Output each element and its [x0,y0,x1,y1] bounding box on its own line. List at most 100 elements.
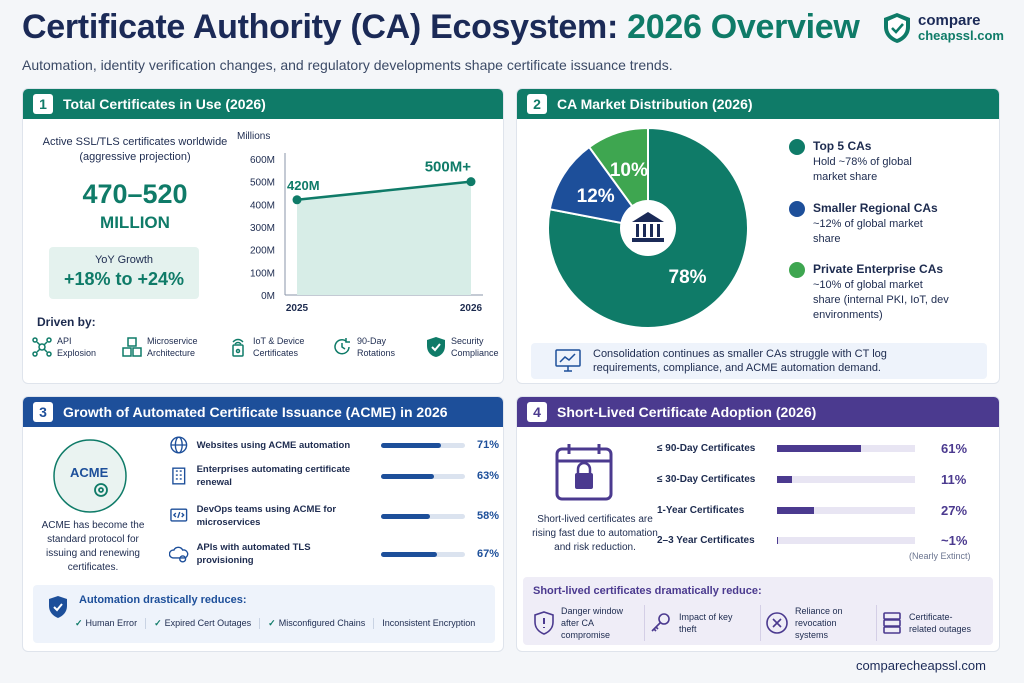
panel-market-distribution: 2 CA Market Distribution (2026) 78% 12% 10%… [516,88,1000,384]
progress-bar [380,513,465,519]
slice-label: 78% [669,267,707,288]
reduce-item: ✓ Misconfigured Chains [260,618,375,629]
reduces-list: ✓ Human Error ✓ Expired Cert Outages ✓ Misc… [67,618,483,629]
panel-acme-growth: 3 Growth of Automated Certificate Issuanc… [22,396,504,652]
progress-fill [777,507,815,514]
note-text: Consolidation continues as smaller CAs s… [593,348,887,374]
row-percent: 71% [476,439,499,451]
reduces-title: Short-lived certificates dramatically re… [533,585,762,597]
progress-fill [777,476,793,483]
yoy-label: YoY Growth [94,254,154,266]
title-main: Certificate Authority (CA) Ecosystem: [22,8,628,46]
row-label: ≤ 30-Day Certificates [657,474,756,485]
key-icon [651,613,670,632]
driven-by-label: Driven by: [37,315,96,329]
progress-bar [777,507,915,514]
bank-column [643,224,646,237]
legend-desc: ~10% of global market share (internal PK… [813,279,949,321]
driver-label: Security Compliance [451,336,499,358]
progress-fill [777,445,862,452]
panel-total-certificates: 1 Total Certificates in Use (2026) Active… [22,88,504,384]
reduce-item: Danger window after CA compromise [529,605,645,641]
reduce-item: Inconsistent Encryption [374,618,483,629]
progress-bar [380,551,465,557]
driver-item: 90-Day Rotations [331,335,405,359]
x-tick-label: 2025 [286,303,309,314]
logo-line1: compare [918,12,981,29]
check-icon: ✓ [75,618,83,628]
progress-bar [380,442,465,448]
data-point [292,195,302,205]
acme-badge-icon [53,439,127,513]
panel-number: 4 [527,402,547,422]
building-icon [172,467,186,485]
driver-item: IoT & Device Certificates [227,335,311,359]
legend-desc: Hold ~78% of global market share [813,156,912,183]
short-lived-description: Short-lived certificates are rising fast… [532,514,658,553]
panel-number: 3 [33,402,53,422]
api-icon [169,546,189,563]
progress-fill [777,537,779,544]
y-tick-label: 600M [250,155,275,166]
reduce-label: Impact of key theft [679,612,733,634]
legend-title: Private Enterprise CAs [813,262,944,276]
footer-url[interactable]: comparecheapssl.com [855,658,986,673]
legend-swatch [789,201,805,217]
page-title: Certificate Authority (CA) Ecosystem: 20… [22,8,860,47]
row-label: APIs with automated TLS provisioning [196,542,311,566]
driver-label: Microservice Architecture [147,336,198,358]
reduce-label: Certificate-related outages [909,612,972,634]
legend-item: Smaller Regional CAs ~12% of global marke… [789,201,938,247]
stat-value: 470–520 [82,179,188,209]
iot-device-icon [232,338,244,357]
data-label: 420M [287,178,320,193]
bank-column [636,224,639,237]
driver-label: API Explosion [57,336,97,358]
check-icon: ✓ [268,618,276,628]
reduce-label: Expired Cert Outages [164,618,252,628]
server-icon [883,612,901,634]
automation-reduces-box: Automation drastically reduces: ✓ Human E… [33,585,495,643]
shield-logo-icon [884,13,910,43]
acme-label: ACME [70,465,109,480]
globe-icon [170,436,188,454]
legend-title: Smaller Regional CAs [813,201,938,215]
brand-logo[interactable]: compare cheapssl.com [882,12,1004,44]
row-percent: 63% [476,470,499,482]
row-label: 2–3 Year Certificates [657,535,755,546]
short-lived-reduces-box: Short-lived certificates dramatically re… [523,577,993,645]
progress-fill [380,513,430,519]
reduce-item: ✓ Expired Cert Outages [146,618,261,629]
acme-row: Websites using ACME automation 71% [169,435,499,455]
check-icon: ✓ [154,618,162,628]
shield-check-icon [427,337,445,357]
acme-row: Enterprises automating certificate renew… [169,463,499,489]
acme-description: ACME has become the standard protocol fo… [41,520,145,573]
reduce-item: ✓ Human Error [67,618,147,629]
slice-label: 10% [610,160,648,181]
y-tick-label: 300M [250,223,275,234]
y-tick-label: 400M [250,200,275,211]
cert-row: ≤ 90-Day Certificates 61% [657,441,967,456]
row-label: Websites using ACME automation [196,439,351,451]
row-percent: 61% [941,441,968,456]
stat-description: Active SSL/TLS certificates worldwide (a… [42,136,228,163]
reduce-label: Reliance on revocation systems [795,606,843,640]
pie-slice [587,126,649,232]
bank-base [632,238,664,242]
y-tick-label: 200M [250,246,275,257]
driver-label: IoT & Device Certificates [253,336,305,358]
row-label: 1-Year Certificates [657,505,745,516]
y-tick-label: 100M [250,268,275,279]
bank-icon [632,212,664,242]
area-fill [297,181,471,295]
reduces-list: Danger window after CA compromise Impact… [529,605,993,641]
driver-item: Microservice Architecture [121,335,207,359]
panel-title: Total Certificates in Use (2026) [63,96,266,112]
panel-header: 2 CA Market Distribution (2026) [517,89,999,119]
stat-unit: MILLION [100,213,170,232]
reduce-label: Human Error [85,618,138,628]
bank-roof [632,212,664,222]
legend-title: Top 5 CAs [813,139,872,153]
certificates-area-chart: Millions 0M 100M 200M 300M 400M 500M 600M 420M 20… [237,131,483,314]
